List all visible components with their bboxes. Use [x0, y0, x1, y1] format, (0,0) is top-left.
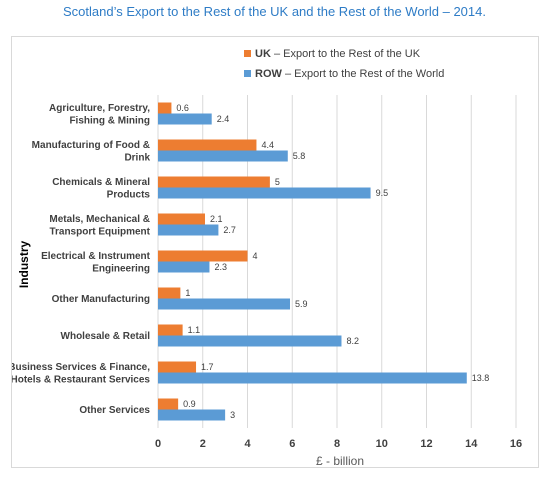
bar-row [158, 335, 342, 347]
bar-uk [158, 139, 257, 151]
bar-row [158, 150, 288, 162]
x-tick-label: 0 [155, 438, 161, 450]
category-label: Transport Equipment [49, 226, 150, 237]
data-label-row: 3 [230, 410, 235, 420]
category-label: Manufacturing of Food & [32, 140, 150, 151]
bar-row [158, 261, 210, 273]
category-label: Metals, Mechanical & [49, 214, 150, 225]
data-label-row: 2.7 [223, 225, 236, 235]
bar-row [158, 224, 219, 236]
x-tick-label: 2 [200, 438, 206, 450]
bar-row [158, 409, 226, 421]
bar-uk [158, 102, 172, 114]
category-label: Drink [124, 152, 150, 163]
chart-frame: 0 2 4 6 8 10 12 14 16 £ - billion Industry UK – Exp… [11, 36, 539, 468]
category-label: Other Services [79, 405, 150, 416]
category-label: Hotels & Restaurant Services [12, 374, 150, 385]
page-title: Scotland’s Export to the Rest of the UK … [63, 4, 486, 19]
category-label: Electrical & Instrument [41, 251, 151, 262]
data-label-row: 5.9 [295, 299, 308, 309]
category-label: Other Manufacturing [52, 294, 150, 305]
x-tick-label: 4 [244, 438, 251, 450]
category-label: Fishing & Mining [69, 115, 150, 126]
data-label-uk: 2.1 [210, 214, 223, 224]
bar-row [158, 372, 467, 384]
data-label-uk: 1 [185, 288, 190, 298]
x-tick-label: 10 [376, 438, 388, 450]
data-label-row: 5.8 [293, 151, 306, 161]
data-label-row: 8.2 [346, 336, 359, 346]
data-label-row: 9.5 [376, 188, 389, 198]
bar-uk [158, 250, 248, 262]
bar-uk [158, 398, 179, 410]
legend-entry-uk: UK – Export to the Rest of the UK [255, 48, 421, 60]
bar-uk [158, 324, 183, 336]
legend-entry-row: ROW – Export to the Rest of the World [255, 68, 444, 80]
bar-uk [158, 176, 270, 188]
legend-swatch-uk [244, 50, 251, 57]
data-label-uk: 1.1 [188, 325, 201, 335]
data-label-uk: 0.9 [183, 399, 196, 409]
data-label-row: 13.8 [472, 373, 490, 383]
y-axis-title: Industry [17, 241, 31, 289]
x-tick-label: 12 [420, 438, 432, 450]
bar-row [158, 298, 291, 310]
data-label-uk: 4 [253, 251, 258, 261]
x-tick-label: 16 [510, 438, 522, 450]
bar-uk [158, 213, 205, 225]
category-label: Chemicals & Mineral [52, 177, 150, 188]
category-label: Wholesale & Retail [61, 331, 151, 342]
data-label-uk: 5 [275, 177, 280, 187]
data-label-row: 2.3 [214, 262, 227, 272]
category-label: Business Services & Finance, [12, 362, 150, 373]
data-label-uk: 4.4 [261, 140, 274, 150]
legend-swatch-row [244, 70, 251, 77]
bar-row [158, 113, 212, 125]
data-label-uk: 1.7 [201, 362, 214, 372]
x-axis-title: £ - billion [316, 454, 364, 468]
category-label: Engineering [92, 263, 150, 274]
data-label-row: 2.4 [217, 114, 230, 124]
x-tick-label: 6 [289, 438, 295, 450]
bar-row [158, 187, 371, 199]
x-tick-label: 14 [465, 438, 478, 450]
category-label: Agriculture, Forestry, [49, 103, 150, 114]
bar-uk [158, 361, 197, 373]
bar-uk [158, 287, 181, 299]
data-label-uk: 0.6 [176, 103, 189, 113]
category-label: Products [107, 189, 151, 200]
x-tick-label: 8 [334, 438, 340, 450]
